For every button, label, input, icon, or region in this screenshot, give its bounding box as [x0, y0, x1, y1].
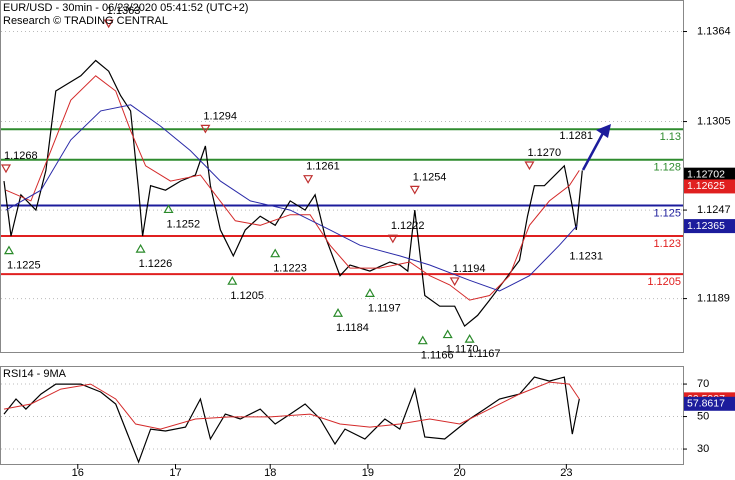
- low-marker: [227, 275, 238, 285]
- x-tick-label: 19: [362, 467, 374, 479]
- annotation-label: 1.1363: [107, 5, 141, 17]
- low-marker: [417, 335, 428, 345]
- annotation-label: 1.1170: [446, 343, 479, 355]
- level-label: 1.1205: [647, 276, 681, 288]
- level-label: 1.13: [660, 131, 681, 143]
- price-box: [684, 179, 735, 194]
- x-tick-label: 16: [72, 467, 84, 479]
- chart-title: EUR/USD - 30min - 06/23/2020 05:41:52 (U…: [3, 2, 248, 14]
- series-line: [3, 381, 580, 430]
- level-label: 1.125: [653, 207, 681, 219]
- annotation-label: 1.1270: [527, 147, 561, 159]
- price-box: [684, 396, 735, 411]
- x-tick-label: 17: [169, 467, 181, 479]
- annotation-label: 1.1222: [391, 220, 425, 232]
- high-marker: [524, 161, 535, 171]
- annotation-label: 1.1254: [413, 171, 447, 183]
- level-label: 1.128: [653, 162, 681, 174]
- y-tick-label: 1.1247: [697, 204, 731, 216]
- price-box-label: 1.12702: [687, 168, 725, 180]
- price-box-label: 1.12365: [687, 220, 725, 232]
- x-tick-label: 18: [264, 467, 276, 479]
- annotation-label: 1.1281: [559, 130, 593, 142]
- low-marker: [3, 245, 15, 255]
- annotation-label: 1.1268: [4, 150, 38, 162]
- y-tick-label: 30: [697, 443, 709, 455]
- low-marker: [364, 288, 375, 297]
- high-marker: [200, 124, 211, 134]
- annotation-label: 1.1252: [167, 218, 201, 230]
- low-marker: [332, 308, 344, 317]
- series-line: [5, 104, 578, 292]
- series-line: [3, 376, 580, 464]
- high-marker: [303, 175, 314, 184]
- annotation-label: 1.1226: [139, 258, 173, 270]
- annotation-label: 1.1166: [421, 350, 454, 362]
- level-label: 1.123: [653, 238, 681, 250]
- annotation-label: 1.1194: [453, 263, 486, 275]
- high-marker: [103, 19, 114, 29]
- high-marker: [449, 277, 460, 287]
- forecast-arrowhead: [596, 124, 611, 138]
- high-marker: [409, 185, 420, 195]
- annotation-label: 1.1223: [273, 263, 307, 275]
- high-marker: [387, 234, 398, 244]
- y-tick-label: 1.1364: [697, 25, 731, 37]
- y-tick-label: 1.1305: [697, 115, 731, 127]
- annotation-label: 1.1205: [230, 290, 264, 302]
- y-tick-label: 1.1189: [697, 292, 730, 304]
- annotation-label: 1.1231: [569, 250, 603, 262]
- price-box-label: 57.8617: [687, 398, 725, 410]
- price-box-label: 1.12625: [687, 180, 725, 192]
- annotation-label: 1.1294: [203, 110, 237, 122]
- low-marker: [163, 204, 174, 214]
- y-tick-label: 70: [697, 378, 709, 390]
- x-tick-label: 20: [454, 467, 466, 479]
- low-marker: [270, 248, 281, 258]
- forecast-arrow: [581, 132, 605, 171]
- low-marker: [464, 333, 475, 343]
- y-tick-label: 50: [697, 410, 709, 422]
- chart-subtitle: Research © TRADING CENTRAL: [3, 15, 168, 27]
- annotation-label: 1.1167: [468, 348, 501, 360]
- high-marker: [0, 164, 12, 174]
- annotation-label: 1.1261: [306, 161, 340, 173]
- annotation-label: 1.1184: [336, 322, 369, 334]
- annotation-label: 1.1225: [7, 260, 41, 272]
- annotation-label: 1.1197: [368, 302, 401, 314]
- low-marker: [442, 329, 453, 339]
- x-tick-label: 23: [560, 467, 572, 479]
- rsi-panel: [0, 366, 684, 465]
- series-line: [3, 59, 583, 328]
- rsi-title: RSI14 - 9MA: [3, 368, 67, 380]
- price-panel: [0, 0, 684, 353]
- price-box: [684, 219, 735, 234]
- price-box: [684, 167, 735, 182]
- low-marker: [135, 243, 146, 253]
